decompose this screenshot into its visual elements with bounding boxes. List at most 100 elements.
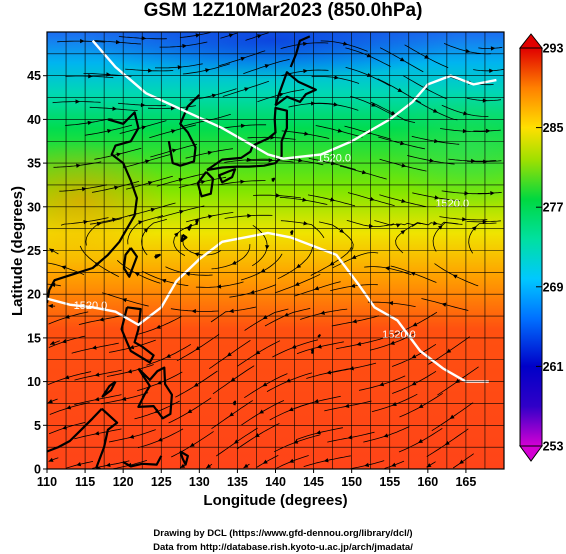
streamline-arrow: [265, 244, 270, 250]
streamline-arrow: [411, 381, 417, 386]
coastline-segment: [310, 349, 314, 354]
streamline-arrow: [462, 217, 467, 222]
streamline-arrow: [178, 177, 184, 183]
streamline-arrow: [323, 458, 329, 463]
coastline-segment: [206, 106, 288, 172]
x-tick-label: 110: [37, 475, 57, 489]
streamline-arrow: [334, 75, 339, 80]
streamline-arrow: [288, 407, 294, 412]
streamline-arrow: [243, 463, 249, 469]
streamline-arrow: [83, 219, 89, 225]
streamline-arrow: [344, 403, 350, 409]
y-tick-label: 15: [27, 331, 41, 345]
streamline-arrow: [76, 462, 82, 467]
data-source-credit: Data from http://database.rish.kyoto-u.a…: [153, 542, 413, 553]
streamline-arrow: [216, 284, 222, 289]
streamline-arrow: [112, 217, 117, 222]
streamline-arrow: [268, 158, 274, 163]
streamline-arrow: [244, 87, 250, 92]
streamline-arrow: [350, 283, 356, 288]
streamline-arrow: [228, 33, 234, 38]
streamline-arrow: [314, 286, 320, 291]
streamline-arrow: [259, 409, 264, 414]
streamline-arrow: [112, 106, 118, 111]
streamline-arrow: [298, 158, 303, 163]
streamline-arrow: [471, 158, 476, 164]
x-tick-labels: 110 115 120 125 130 135 140 145 150 155 160 165: [37, 469, 476, 489]
streamline-arrow: [94, 396, 100, 402]
y-tick-label: 35: [27, 157, 41, 171]
streamline-arrow: [432, 108, 438, 113]
y-tick-label: 40: [27, 113, 41, 127]
streamline-arrow: [397, 88, 403, 93]
streamline-arrow: [105, 462, 111, 468]
x-tick-label: 150: [341, 475, 362, 489]
streamline-arrow: [303, 68, 308, 74]
streamline-arrow: [141, 125, 147, 130]
streamline-arrow: [483, 159, 488, 164]
streamline: [48, 422, 86, 435]
contour-1520-north: [91, 39, 497, 160]
x-tick-label: 135: [227, 475, 248, 489]
streamline-arrow: [417, 438, 423, 444]
coastline-segment: [289, 230, 294, 236]
streamline-arrow: [231, 260, 237, 265]
streamline-arrow: [240, 123, 246, 129]
streamline-arrow: [207, 150, 213, 156]
streamline-arrow: [226, 352, 232, 357]
streamline-arrow: [371, 102, 377, 107]
coastline-segment: [179, 450, 189, 466]
streamline-arrow: [291, 344, 297, 349]
lat-lon-grid: [47, 32, 504, 469]
streamline-arrow: [195, 345, 201, 351]
x-tick-label: 120: [113, 475, 134, 489]
streamline-arrow: [364, 462, 370, 468]
streamline-arrow: [400, 230, 406, 235]
x-axis-label: Longitude (degrees): [203, 492, 348, 509]
streamline-arrow: [399, 57, 405, 62]
colorbar-max-triangle: [518, 33, 544, 49]
streamline: [477, 192, 502, 194]
streamline-arrow: [94, 372, 100, 377]
streamline-arrow: [148, 68, 153, 73]
streamline-arrow: [262, 315, 268, 320]
streamline-arrow: [303, 221, 309, 226]
streamline-arrow: [189, 442, 195, 447]
coastline-segment: [95, 407, 119, 469]
streamline-arrow: [141, 36, 147, 41]
streamline-arrow: [88, 74, 93, 79]
coastline-segment: [47, 111, 140, 304]
streamline-arrow: [296, 263, 302, 269]
colorbar: 293 285 277 269 261 253: [518, 33, 563, 462]
colorbar-body: [519, 47, 543, 447]
contour-label: 1520.0: [317, 152, 351, 164]
streamline-arrow: [80, 38, 85, 44]
streamline-arrow: [127, 369, 133, 374]
streamline-arrow: [366, 53, 372, 58]
streamline-arrow: [449, 414, 455, 420]
streamline-arrow: [337, 128, 343, 133]
streamline-arrow: [464, 191, 470, 196]
streamline-arrow: [283, 312, 289, 317]
streamline-arrow: [455, 378, 461, 384]
streamline-arrow: [444, 440, 450, 446]
y-tick-labels: 0 5 10 15 20 25 30 35 40 45: [27, 69, 47, 477]
streamline-arrow: [411, 354, 417, 359]
streamline: [256, 455, 279, 468]
streamline-arrow: [150, 207, 156, 212]
x-tick-label: 130: [189, 475, 210, 489]
y-tick-label: 20: [27, 288, 41, 302]
streamline-arrow: [326, 370, 332, 375]
colorbar-min-triangle: [519, 445, 543, 462]
streamline-arrow: [401, 198, 407, 204]
streamline-arrow: [61, 265, 67, 270]
coastline-segment: [180, 233, 188, 242]
streamline-arrow: [459, 459, 464, 464]
streamline-arrow: [433, 221, 438, 226]
streamline-arrow: [429, 158, 435, 163]
streamline-arrow: [383, 433, 389, 438]
streamline-arrow: [99, 317, 104, 322]
streamline: [478, 46, 503, 49]
y-tick-label: 45: [27, 69, 41, 83]
streamline: [452, 453, 474, 469]
